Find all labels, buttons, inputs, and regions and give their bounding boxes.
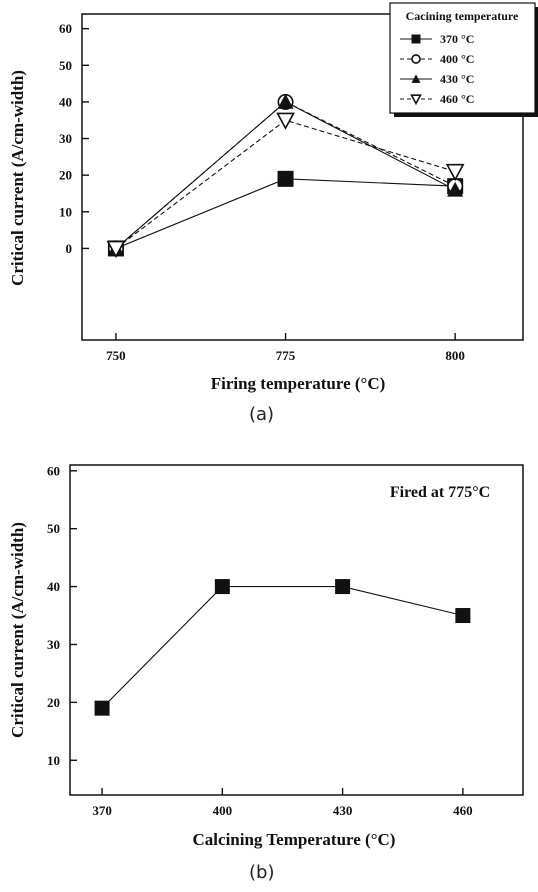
y-tick-label: 0 <box>66 241 73 256</box>
chart-b-plot-frame <box>69 464 524 796</box>
y-tick-label: 10 <box>47 753 60 768</box>
x-tick-label: 370 <box>92 803 112 818</box>
data-point-marker <box>106 240 126 259</box>
y-tick-label: 50 <box>47 521 60 536</box>
data-point-marker <box>214 579 230 595</box>
chart-b-series-lines <box>101 586 463 709</box>
y-tick-label: 60 <box>47 463 60 478</box>
chart-b-x-axis-title: Calcining Temperature (°C) <box>193 830 396 849</box>
chart-a: 750 775 800 0 10 20 30 40 50 60 Critical current … <box>8 2 538 393</box>
legend-label: 430 °C <box>440 72 474 86</box>
legend-marker <box>411 74 421 83</box>
chart-a-legend: Cacining temperature 370 °C 400 °C 430 °C 4… <box>389 2 538 117</box>
legend-label: 370 °C <box>440 32 474 46</box>
y-tick-label: 30 <box>59 131 72 146</box>
y-tick-label: 40 <box>59 94 72 109</box>
data-point-marker <box>445 163 465 182</box>
chart-b-markers <box>94 579 471 716</box>
y-tick-label: 50 <box>59 58 72 73</box>
y-tick-label: 30 <box>47 637 60 652</box>
y-tick-label: 20 <box>47 695 60 710</box>
data-point-marker <box>277 93 294 109</box>
chart-a-plot-frame <box>81 13 524 341</box>
chart-a-ticks: 750 775 800 0 10 20 30 40 50 60 <box>59 21 465 363</box>
series-line <box>115 178 456 249</box>
data-point-marker <box>94 700 110 716</box>
chart-a-x-axis-title: Firing temperature (°C) <box>211 374 386 393</box>
y-tick-label: 60 <box>59 21 72 36</box>
x-tick-label: 460 <box>453 803 473 818</box>
chart-b-caption: (b) <box>249 862 275 883</box>
x-tick-label: 750 <box>106 348 126 363</box>
chart-b-ticks: 370 400 430 460 10 20 30 40 50 60 <box>47 463 473 818</box>
legend-label: 460 °C <box>440 92 474 106</box>
data-point-marker <box>277 170 294 187</box>
x-tick-label: 400 <box>213 803 233 818</box>
data-point-marker <box>455 608 471 624</box>
x-tick-label: 800 <box>445 348 465 363</box>
data-point-marker <box>276 112 295 130</box>
legend-title: Cacining temperature <box>406 9 519 23</box>
x-tick-label: 775 <box>276 348 296 363</box>
chart-b-y-axis-title: Critical current (A/cm-width) <box>8 522 27 738</box>
x-tick-label: 430 <box>333 803 353 818</box>
chart-b-annotation: Fired at 775°C <box>390 484 490 501</box>
data-point-marker <box>335 579 351 595</box>
legend-items: 370 °C 400 °C 430 °C 460 °C <box>400 32 474 106</box>
legend-label: 400 °C <box>440 52 474 66</box>
y-tick-label: 20 <box>59 168 72 183</box>
series-line <box>101 586 463 709</box>
y-tick-label: 10 <box>59 204 72 219</box>
chart-a-markers <box>106 93 465 259</box>
legend-marker <box>411 54 421 64</box>
legend-marker <box>411 34 421 44</box>
data-point-marker <box>447 181 464 197</box>
legend-marker <box>410 94 422 106</box>
chart-a-y-axis-title: Critical current (A/cm-width) <box>8 70 27 286</box>
chart-a-caption: (a) <box>249 404 275 425</box>
y-tick-label: 40 <box>47 579 60 594</box>
